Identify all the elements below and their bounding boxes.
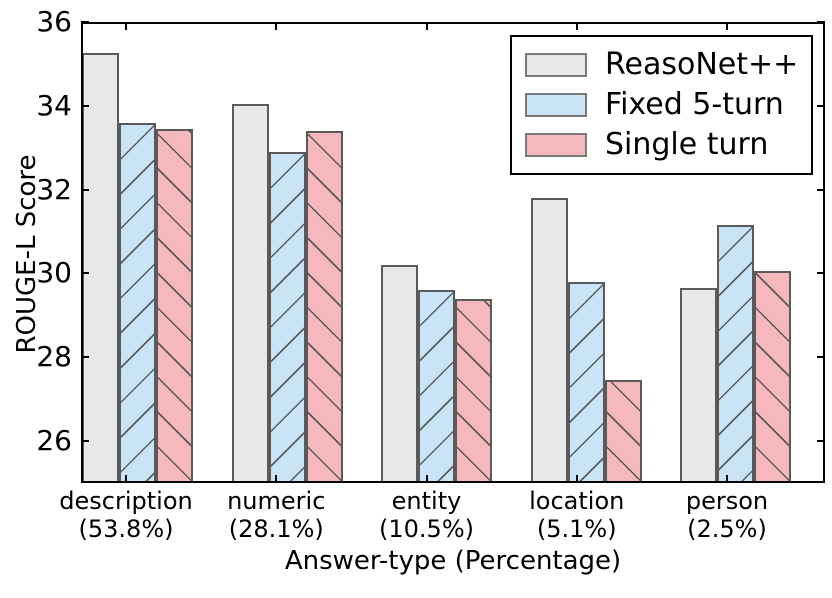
y-tick-mark (81, 188, 89, 191)
x-tick-label-description: description (53.8%) (41, 487, 211, 543)
y-tick-mark (81, 356, 89, 359)
plot-area (81, 21, 825, 483)
x-tick-mark (575, 22, 578, 30)
x-tick-label-location: location (5.1%) (492, 487, 662, 543)
x-axis-label: Answer-type (Percentage) (284, 546, 622, 576)
legend-label-single-turn: Single turn (605, 127, 769, 162)
y-tick-label-30: 30 (36, 256, 72, 290)
x-tick-mark (575, 475, 578, 483)
category-name: entity (391, 487, 462, 515)
x-tick-mark (726, 475, 728, 483)
y-tick-mark (81, 104, 89, 107)
category-name: numeric (227, 487, 326, 515)
x-tick-mark (425, 22, 428, 30)
y-tick-mark (817, 188, 825, 191)
category-name: location (529, 487, 625, 515)
category-percentage: (28.1%) (228, 515, 324, 543)
y-tick-mark (817, 356, 825, 359)
y-tick-label-26: 26 (36, 424, 72, 458)
legend-label-reasonet: ReasoNet++ (605, 47, 799, 82)
bar-fixed-5-turn-location (567, 281, 605, 483)
bar-single-turn-person (754, 271, 792, 483)
legend-label-fixed-5-turn: Fixed 5-turn (605, 87, 784, 122)
category-percentage: (2.5%) (687, 515, 767, 543)
x-tick-mark (425, 475, 428, 483)
x-tick-mark (275, 22, 278, 30)
y-tick-mark (817, 272, 825, 275)
bar-fixed-5-turn-description (119, 122, 157, 483)
category-percentage: (5.1%) (536, 515, 617, 543)
y-tick-label-36: 36 (36, 5, 72, 38)
y-tick-mark (817, 104, 825, 107)
legend-swatch-fixed-5-turn (525, 93, 587, 117)
category-name: person (685, 487, 769, 515)
bar-single-turn-description (156, 128, 194, 483)
y-tick-mark (817, 440, 825, 443)
x-tick-mark (125, 475, 127, 483)
x-tick-mark (125, 22, 127, 30)
legend: ReasoNet++ Fixed 5-turn Single turn (510, 35, 813, 175)
y-tick-label-28: 28 (36, 340, 72, 374)
category-name: description (59, 487, 193, 515)
bar-reasonet--description (82, 53, 120, 483)
y-tick-mark (81, 440, 89, 443)
category-percentage: (10.5%) (379, 515, 474, 543)
bar-single-turn-location (604, 380, 642, 483)
legend-swatch-reasonet (525, 53, 587, 77)
bar-fixed-5-turn-numeric (268, 151, 306, 483)
legend-row-reasonet: ReasoNet++ (525, 48, 811, 82)
y-tick-label-32: 32 (36, 172, 72, 206)
bar-reasonet--entity (381, 265, 419, 483)
bar-reasonet--person (680, 288, 718, 483)
y-tick-mark (81, 272, 89, 275)
bar-reasonet--location (530, 198, 568, 483)
y-tick-label-34: 34 (36, 88, 72, 122)
category-percentage: (53.8%) (78, 515, 174, 543)
legend-row-fixed-5-turn: Fixed 5-turn (525, 88, 811, 122)
x-tick-label-person: person (2.5%) (642, 487, 812, 543)
y-tick-mark (817, 21, 825, 23)
x-tick-mark (726, 22, 728, 30)
legend-row-single-turn: Single turn (525, 128, 811, 162)
y-tick-mark (81, 21, 89, 23)
bar-fixed-5-turn-person (717, 225, 755, 483)
bar-single-turn-entity (455, 298, 493, 483)
bar-fixed-5-turn-entity (418, 290, 456, 483)
x-tick-label-numeric: numeric (28.1%) (191, 487, 361, 543)
legend-swatch-single-turn (525, 133, 587, 157)
bar-reasonet--numeric (231, 103, 269, 483)
bar-single-turn-numeric (305, 130, 343, 483)
x-tick-label-entity: entity (10.5%) (342, 487, 512, 543)
x-tick-mark (275, 475, 278, 483)
